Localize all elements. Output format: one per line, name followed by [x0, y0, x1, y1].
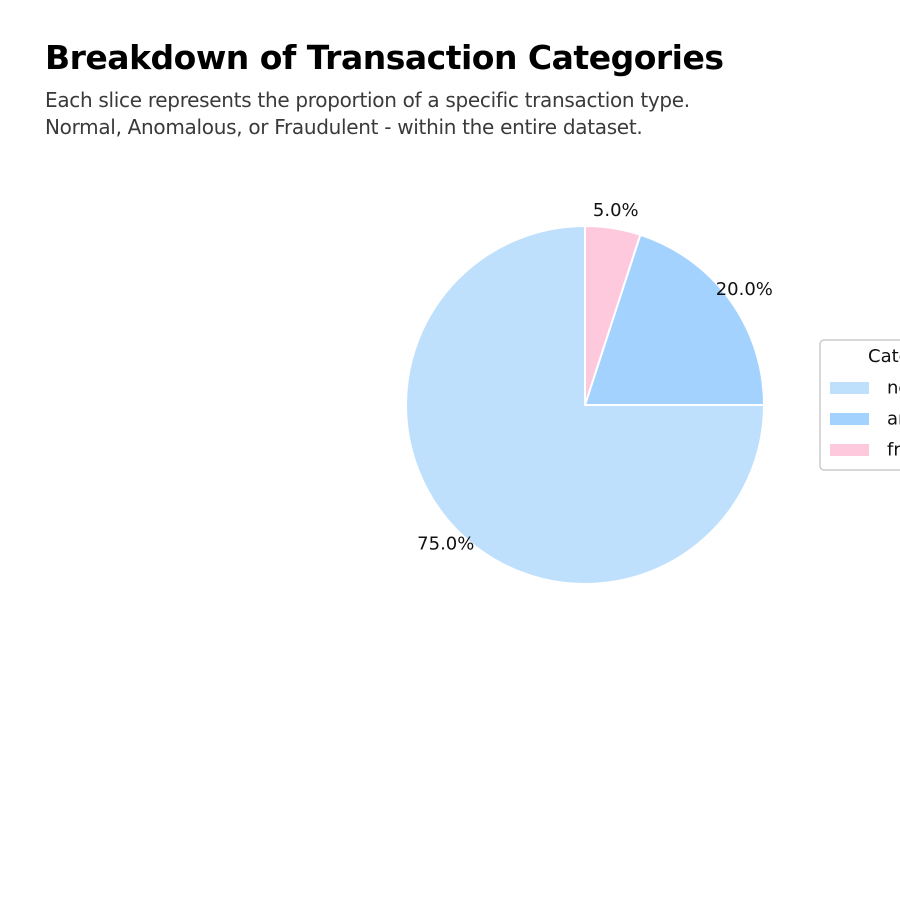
legend-swatch-fraudulent: [830, 444, 869, 456]
legend-swatch-normal: [830, 382, 869, 394]
pct-label-normal: 75.0%: [417, 534, 474, 555]
slice-percentage-labels: 75.0% 20.0% 5.0%: [417, 200, 773, 555]
legend-items: normal anomalous fraudulent: [830, 378, 900, 461]
pie-slice-anomalous: [583, 233, 766, 406]
legend-label-fraudulent: fraudulent: [887, 440, 900, 461]
pie-slice-fraudulent: [584, 224, 642, 406]
legend-label-anomalous: anomalous: [887, 409, 900, 430]
pie-slices: [405, 224, 766, 585]
legend-frame: [819, 339, 900, 471]
legend-swatch-anomalous: [830, 413, 869, 425]
chart-subtitle: Each slice represents the proportion of …: [45, 87, 690, 141]
pct-label-fraudulent: 5.0%: [593, 200, 639, 221]
pie-slice-normal: [405, 224, 766, 585]
pct-label-anomalous: 20.0%: [716, 279, 773, 300]
chart-subtitle-line-1: Each slice represents the proportion of …: [45, 88, 690, 112]
chart-title: Breakdown of Transaction Categories: [45, 38, 724, 77]
legend: Category normal anomalous fraudulent: [819, 339, 900, 471]
legend-label-normal: normal: [887, 378, 900, 399]
legend-title: Category: [868, 346, 900, 367]
chart-subtitle-line-2: Normal, Anomalous, or Fraudulent - withi…: [45, 115, 643, 139]
